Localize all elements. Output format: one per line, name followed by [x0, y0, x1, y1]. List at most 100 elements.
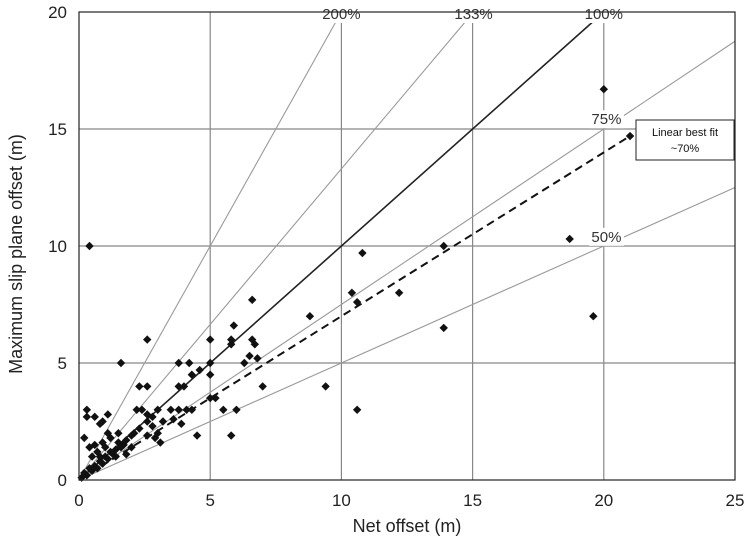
data-point [95, 457, 105, 466]
data-point [143, 431, 152, 440]
reference-lines: 200% 133% 100% 75% 50% [78, 5, 736, 481]
reference-line-label: 50% [591, 229, 621, 246]
x-axis-label: Net offset (m) [353, 516, 462, 536]
data-point [229, 321, 239, 330]
data-point [211, 393, 220, 403]
reference-line [78, 11, 475, 481]
data-point [182, 405, 191, 414]
data-point [90, 412, 99, 422]
reference-line [78, 11, 605, 481]
reference-label-bg [588, 110, 624, 129]
data-point [101, 443, 110, 452]
data-point [143, 382, 152, 391]
data-point [250, 340, 260, 349]
reference-line-label: 133% [454, 6, 492, 23]
data-point [90, 440, 99, 450]
data-point [599, 85, 608, 94]
data-point [226, 335, 236, 344]
data-point [174, 382, 183, 391]
data-point [439, 323, 448, 333]
data-point [358, 248, 367, 258]
data-point [158, 417, 168, 426]
data-point [148, 412, 157, 422]
data-point [232, 405, 241, 414]
y-axis-label: Maximum slip plane offset (m) [6, 134, 26, 374]
data-point [153, 405, 162, 414]
data-point [122, 436, 131, 445]
reference-label-bg [451, 5, 496, 23]
x-tick-label: 5 [205, 491, 214, 510]
data-point [132, 405, 141, 414]
data-point [439, 241, 448, 251]
data-point [305, 312, 315, 321]
data-point [187, 405, 197, 414]
best-fit-line-path [78, 135, 631, 481]
data-point [87, 452, 97, 461]
data-point [148, 421, 157, 431]
data-point [85, 241, 94, 251]
reference-line [78, 11, 342, 481]
data-point [195, 365, 204, 375]
data-point [111, 452, 120, 461]
x-tick-label: 25 [726, 491, 745, 510]
data-point [129, 429, 139, 438]
x-tick-labels: 0 5 10 15 20 25 [74, 491, 744, 510]
data-point [253, 354, 262, 363]
reference-line-label: 75% [591, 111, 621, 128]
data-points [77, 85, 635, 482]
data-point [321, 382, 330, 391]
x-tick-label: 10 [332, 491, 351, 510]
data-point [347, 288, 357, 297]
data-point [93, 464, 102, 473]
reference-line-label: 200% [322, 6, 360, 23]
y-tick-labels: 0 5 10 15 20 [48, 3, 67, 490]
data-point [394, 288, 404, 297]
data-point [156, 438, 165, 447]
data-point [245, 351, 254, 361]
data-point [206, 358, 215, 368]
data-point [166, 405, 176, 414]
y-tick-label: 15 [48, 120, 67, 139]
y-tick-label: 0 [58, 471, 67, 490]
data-point [116, 358, 126, 368]
data-point [143, 417, 152, 426]
data-point [135, 424, 144, 433]
best-fit-legend-box: Linear best fit ~70% [635, 119, 735, 161]
data-point [192, 431, 202, 440]
data-point [187, 370, 197, 379]
data-point [589, 312, 598, 321]
data-point [206, 370, 215, 379]
data-point [177, 419, 186, 429]
data-point [127, 443, 136, 452]
reference-line [78, 186, 736, 481]
data-point [122, 450, 131, 459]
y-tick-label: 5 [58, 354, 67, 373]
data-point [169, 414, 178, 424]
y-tick-label: 20 [48, 3, 67, 22]
data-point [174, 405, 183, 414]
legend-label-line2: ~70% [671, 143, 700, 155]
data-point [352, 405, 362, 414]
data-point [98, 438, 107, 447]
data-point [135, 382, 144, 391]
data-point [226, 340, 236, 349]
data-point [240, 358, 249, 368]
legend-box [635, 119, 735, 161]
reference-line [78, 40, 736, 481]
x-tick-label: 0 [74, 491, 83, 510]
data-point [247, 295, 257, 305]
data-point [80, 433, 89, 443]
data-point [625, 131, 635, 141]
data-point [114, 429, 123, 438]
y-tick-label: 10 [48, 237, 67, 256]
plot-frame [78, 11, 736, 481]
data-point [153, 429, 162, 438]
legend-label-line1: Linear best fit [652, 127, 718, 139]
data-point [206, 393, 215, 403]
data-point [174, 358, 183, 368]
reference-label-bg [588, 227, 624, 246]
data-point [103, 454, 113, 464]
data-point [103, 410, 113, 419]
reference-label-bg [581, 5, 626, 23]
